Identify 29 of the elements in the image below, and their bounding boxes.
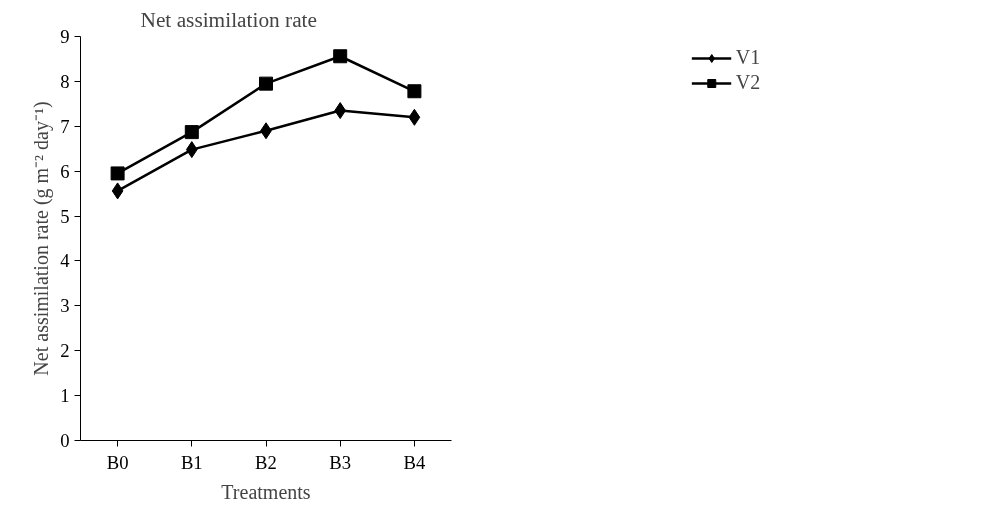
point xyxy=(334,102,347,120)
y-tick-label: 4 xyxy=(60,250,71,272)
x-tick-label: B1 xyxy=(180,451,203,473)
y-tick-label: 5 xyxy=(60,205,70,227)
chart-title: Net assimilation rate xyxy=(140,7,317,32)
y-tick-label: 2 xyxy=(60,340,70,362)
x-tick-label: B3 xyxy=(329,451,352,473)
y-tick-label: 0 xyxy=(60,430,70,451)
point xyxy=(259,76,273,91)
y-tick-label: 8 xyxy=(60,70,70,92)
y-tick-label: 1 xyxy=(60,385,70,407)
point xyxy=(111,182,124,200)
x-tick-label: B0 xyxy=(106,451,129,473)
legend-label: V1 xyxy=(735,46,761,69)
point xyxy=(333,49,348,64)
y-tick-label: 9 xyxy=(60,26,70,47)
x-axis-title: Treatments xyxy=(221,480,311,503)
y-tick-label: 3 xyxy=(60,295,70,317)
point xyxy=(110,166,125,181)
point xyxy=(408,108,421,126)
y-axis-title: Net assimilation rate (g m⁻² day⁻¹) xyxy=(30,101,54,376)
x-tick-label: B4 xyxy=(403,451,426,473)
point xyxy=(184,125,199,140)
point xyxy=(407,84,422,99)
y-tick-label: 7 xyxy=(60,115,70,137)
y-tick-label: 6 xyxy=(60,160,70,182)
point xyxy=(185,141,198,159)
x-tick-label: B2 xyxy=(255,451,277,473)
legend-label: V2 xyxy=(735,71,761,94)
